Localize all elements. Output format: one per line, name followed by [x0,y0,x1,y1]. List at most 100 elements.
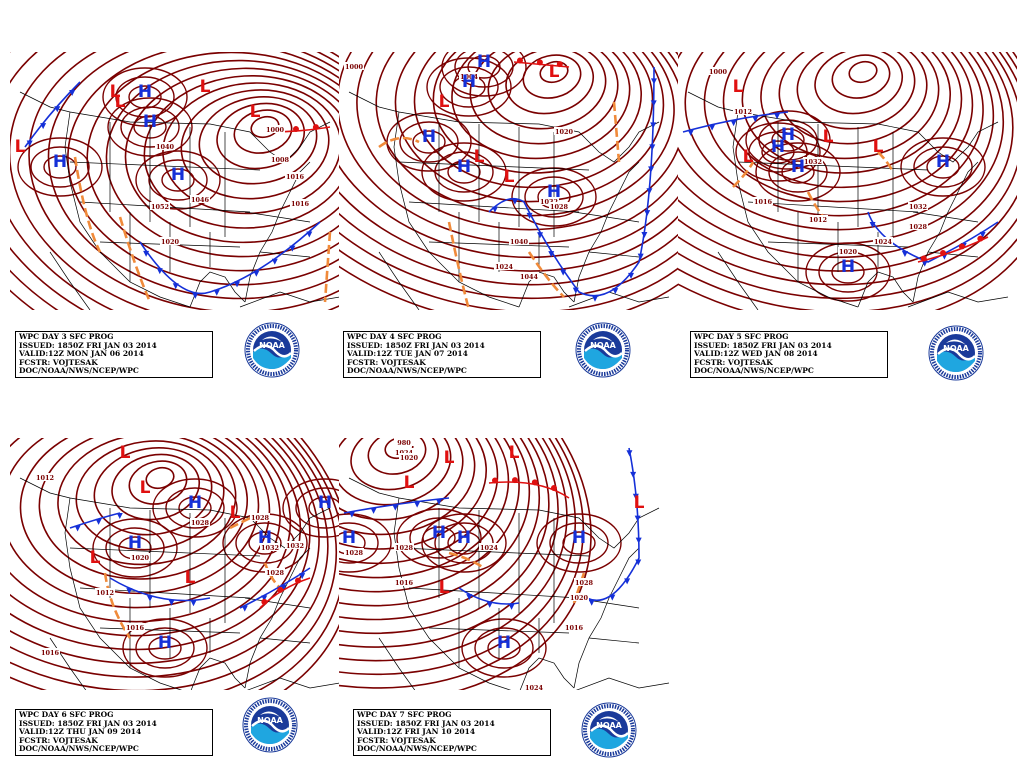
high-pressure-center: H [936,152,950,172]
boundary-line [393,497,512,690]
noaa-logo: NOAA [244,322,300,378]
isobar [43,155,77,179]
prog-info-box-day7: WPC DAY 7 SFC PROG ISSUED: 1850Z FRI JAN… [353,709,551,756]
boundary-line [348,91,660,163]
isobar [549,522,609,564]
isobar-label-bg [95,588,115,596]
isobar [339,52,678,286]
isobar [447,160,481,184]
cold-front-barb [143,250,150,257]
isobar [439,66,499,108]
isobar-label-bg [539,197,559,205]
cold-front-barb [435,499,442,506]
isobar [678,52,1005,245]
map-canvas: 1012 1028 1020 1032 1032 1028 1012 1016 1016 1028… [10,438,339,690]
isobar [375,52,675,217]
high-pressure-center: H [171,165,185,185]
isobar [684,52,984,217]
high-pressure-center: H [128,533,142,553]
warm-front-bump [511,477,518,484]
isobar [678,52,1017,272]
cold-front-barb [869,221,876,228]
isobar [38,438,249,580]
logo-bird [946,339,966,345]
cold-front-barb [466,594,473,601]
cold-front-barb [687,129,694,136]
isobar-label-bg [479,543,499,551]
isobar [831,54,891,99]
isobar [356,52,678,231]
isobar [926,155,960,179]
low-pressure-center: L [140,478,151,498]
isobar [339,438,568,662]
high-pressure-center: H [318,493,332,513]
prog-header: WPC DAY 7 SFC PROG [357,711,452,719]
isobar [461,618,547,678]
prog-forecaster: FCSTR: VOJTESAK [19,358,98,367]
cold-front-barb [26,140,33,147]
cold-front [24,81,321,295]
isobar-label-bg [803,157,823,165]
isobars [339,438,622,690]
isobar-label-bg [908,222,928,230]
logo-bird [262,336,282,342]
noaa-logo: NOAA [581,702,637,758]
isobar [216,102,306,170]
isobar [805,242,891,302]
boundary-line [438,508,555,623]
trough-line [612,101,621,163]
isobar [30,146,90,188]
cold-front-barb [650,78,657,85]
cold-front-barb [628,272,635,279]
low-pressure-center: L [474,147,485,167]
noaa-logo: NOAA [242,697,298,753]
cold-front-barb [54,106,61,113]
high-pressure-center: H [258,528,272,548]
isobar-label-bg [130,553,150,561]
isobar-label-bg [459,72,479,80]
isobar-label: 1012 [36,474,54,482]
isobar-label: 1000 [266,126,285,134]
prog-valid: VALID:12Z MON JAN 06 2014 [19,350,144,359]
isobar-label-bg [569,593,589,601]
prog-header: WPC DAY 4 SFC PROG [347,333,442,341]
logo-wave [253,348,291,369]
cold-front-barb [508,603,515,610]
logo-ring-lettering [930,327,982,379]
isobar [678,52,995,231]
logo-wave [590,728,628,749]
isobar-label: 1020 [400,454,419,462]
boundary-line [64,111,191,308]
isobar-label: 1024 [874,238,893,246]
isobar-label-bg [265,125,285,133]
trough-line [448,551,485,570]
cold-front-barb [40,123,47,130]
boundary-line [519,657,575,690]
cold-front-barb [253,270,260,277]
isobar-label-bg [270,155,290,163]
isobar-label-bg [125,623,145,631]
cold-front-barb [146,595,153,602]
surface-map-day7: 9801024102010281028101610241028102010161… [339,438,678,690]
isobar-label: 1032 [261,544,279,552]
isobar-label-bg [733,107,753,115]
isobar [678,52,1017,310]
isobar [522,54,582,99]
high-pressure-center: H [841,257,855,277]
low-pressure-center: L [120,443,131,463]
isobar-label: 1024 [480,544,499,552]
isobar-label: 1012 [809,216,827,224]
cold-front-barb [289,245,296,252]
cold-front-barb [348,511,355,518]
boundary-line [438,122,555,237]
prog-issued: ISSUED: 1850Z FRI JAN 03 2014 [357,719,495,728]
warm-front-bump [491,477,498,484]
trough-line [527,251,565,298]
high-pressure-center: H [457,528,471,548]
isobar [57,438,237,566]
warm-front-bump [536,59,543,66]
prog-valid: VALID:12Z FRI JAN 10 2014 [357,728,476,737]
isobar [47,52,339,300]
prog-header: WPC DAY 3 SFC PROG [19,333,114,341]
isobar [745,110,831,170]
